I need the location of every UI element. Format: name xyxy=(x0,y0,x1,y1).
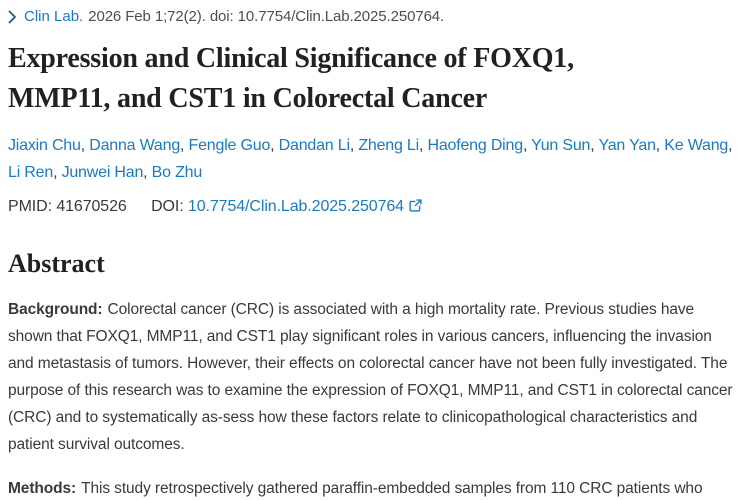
author-separator: , xyxy=(270,136,279,154)
author-link[interactable]: Yun Sun xyxy=(531,136,591,154)
author-separator: , xyxy=(522,136,532,154)
pmid-value: 41670526 xyxy=(56,197,127,215)
author-separator: , xyxy=(349,136,359,154)
author-separator: , xyxy=(418,136,428,154)
author-link[interactable]: Jiaxin Chu xyxy=(8,136,81,154)
author-separator: , xyxy=(728,136,733,154)
background-label: Background: xyxy=(8,300,103,318)
citation-expand-button[interactable] xyxy=(8,10,24,24)
citation-details: 2026 Feb 1;72(2). doi: 10.7754/Clin.Lab.… xyxy=(88,8,445,25)
abstract-background-paragraph: Background: Colorectal cancer (CRC) is as… xyxy=(8,296,740,458)
author-link[interactable]: Zheng Li xyxy=(358,136,419,154)
abstract-methods-paragraph: Methods: This study retrospectively gathe… xyxy=(8,475,740,500)
author-link[interactable]: Li Ren xyxy=(8,163,54,181)
author-link[interactable]: Dandan Li xyxy=(278,136,350,154)
citation-row: Clin Lab. 2026 Feb 1;72(2). doi: 10.7754… xyxy=(8,8,740,26)
authors-list: Jiaxin Chu, Danna Wang, Fengle Guo, Dand… xyxy=(8,132,740,186)
author-separator: , xyxy=(180,136,189,154)
pmid-label: PMID: xyxy=(8,197,52,215)
abstract-heading: Abstract xyxy=(8,248,105,278)
methods-label: Methods: xyxy=(8,479,77,497)
doi-value[interactable]: 10.7754/Clin.Lab.2025.250764 xyxy=(187,197,404,215)
identifiers-row: PMID: 41670526 DOI: 10.7754/Clin.Lab.202… xyxy=(8,198,740,217)
journal-link[interactable]: Clin Lab. xyxy=(24,8,84,25)
author-separator: , xyxy=(53,163,62,181)
background-text: Colorectal cancer (CRC) is associated wi… xyxy=(8,300,733,453)
author-separator: , xyxy=(590,136,599,154)
doi-label: DOI: xyxy=(151,197,184,215)
author-separator: , xyxy=(80,136,90,154)
author-separator: , xyxy=(143,163,152,181)
methods-text: This study retrospectively gathered para… xyxy=(81,479,703,497)
author-link[interactable]: Ke Wang xyxy=(664,136,729,154)
author-link[interactable]: Junwei Han xyxy=(61,163,144,181)
chevron-right-icon[interactable] xyxy=(8,10,17,24)
author-link[interactable]: Fengle Guo xyxy=(188,136,271,154)
author-link[interactable]: Danna Wang xyxy=(89,136,181,154)
doi-link[interactable]: 10.7754/Clin.Lab.2025.250764 xyxy=(188,198,422,215)
author-link[interactable]: Haofeng Ding xyxy=(427,136,523,154)
author-separator: , xyxy=(655,136,665,154)
article-title: Expression and Clinical Significance of … xyxy=(8,43,574,114)
external-link-icon[interactable] xyxy=(409,198,422,217)
author-link[interactable]: Bo Zhu xyxy=(151,163,203,181)
author-link[interactable]: Yan Yan xyxy=(598,136,656,154)
